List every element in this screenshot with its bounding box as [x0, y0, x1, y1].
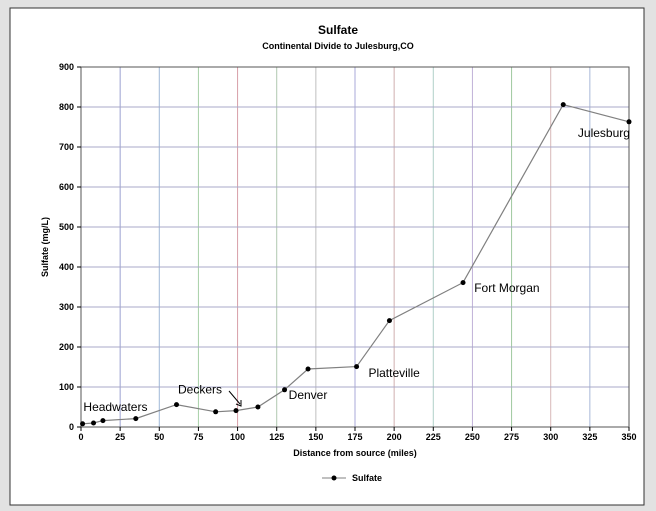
y-axis-ticks: 0 100 200 300 400 500 600 700 800 900	[59, 62, 81, 432]
x-tick-label: 75	[193, 432, 203, 442]
data-point	[233, 408, 239, 414]
y-tick-label: 0	[69, 422, 74, 432]
annotation-label: Platteville	[368, 366, 420, 380]
y-tick-label: 300	[59, 302, 74, 312]
series-sulfate	[80, 102, 632, 427]
x-tick-label: 300	[543, 432, 558, 442]
annotations: Headwaters Deckers Denver Platteville Fort M…	[83, 126, 630, 414]
data-point	[255, 404, 261, 410]
annotation-label: Julesburg	[578, 126, 630, 140]
x-tick-label: 150	[308, 432, 323, 442]
annotation-label: Fort Morgan	[474, 281, 539, 295]
x-axis-ticks: 0 25 50 75 100 125 150 175 200 225 250 275 300 325 350	[78, 427, 637, 442]
data-point	[174, 402, 180, 408]
y-tick-label: 400	[59, 262, 74, 272]
x-tick-label: 350	[621, 432, 636, 442]
x-tick-label: 125	[269, 432, 284, 442]
deckers-arrowhead-icon	[235, 400, 242, 407]
y-tick-label: 600	[59, 182, 74, 192]
data-point	[80, 421, 86, 427]
data-point	[91, 420, 97, 426]
chart-border	[9, 7, 645, 506]
data-point	[213, 409, 219, 415]
y-tick-label: 700	[59, 142, 74, 152]
x-tick-label: 200	[387, 432, 402, 442]
annotation-label: Denver	[289, 388, 328, 402]
y-tick-label: 200	[59, 342, 74, 352]
x-tick-label: 50	[154, 432, 164, 442]
data-point	[386, 318, 392, 324]
legend: Sulfate	[322, 473, 382, 483]
data-point	[626, 119, 632, 125]
y-axis-label: Sulfate (mg/L)	[40, 217, 50, 277]
data-point	[305, 366, 311, 372]
annotation-label: Headwaters	[83, 400, 147, 414]
x-tick-label: 100	[230, 432, 245, 442]
chart-title: Sulfate	[318, 23, 358, 37]
legend-label: Sulfate	[352, 473, 382, 483]
annotation-label: Deckers	[178, 382, 222, 396]
x-tick-label: 225	[426, 432, 441, 442]
x-tick-label: 275	[504, 432, 519, 442]
data-point	[460, 280, 466, 286]
legend-marker	[331, 475, 337, 481]
x-tick-label: 175	[347, 432, 362, 442]
data-point	[282, 387, 288, 393]
chart-subtitle: Continental Divide to Julesburg,CO	[262, 41, 414, 51]
x-axis-label: Distance from source (miles)	[293, 448, 417, 458]
y-tick-label: 500	[59, 222, 74, 232]
data-point	[354, 364, 360, 370]
y-tick-label: 800	[59, 102, 74, 112]
x-tick-label: 25	[115, 432, 125, 442]
x-tick-label: 250	[465, 432, 480, 442]
data-point	[133, 416, 139, 422]
data-point	[560, 102, 566, 108]
y-tick-label: 100	[59, 382, 74, 392]
y-tick-label: 900	[59, 62, 74, 72]
x-tick-label: 0	[78, 432, 83, 442]
deckers-arrow-icon	[228, 390, 241, 405]
data-point	[100, 418, 106, 424]
x-tick-label: 325	[582, 432, 597, 442]
